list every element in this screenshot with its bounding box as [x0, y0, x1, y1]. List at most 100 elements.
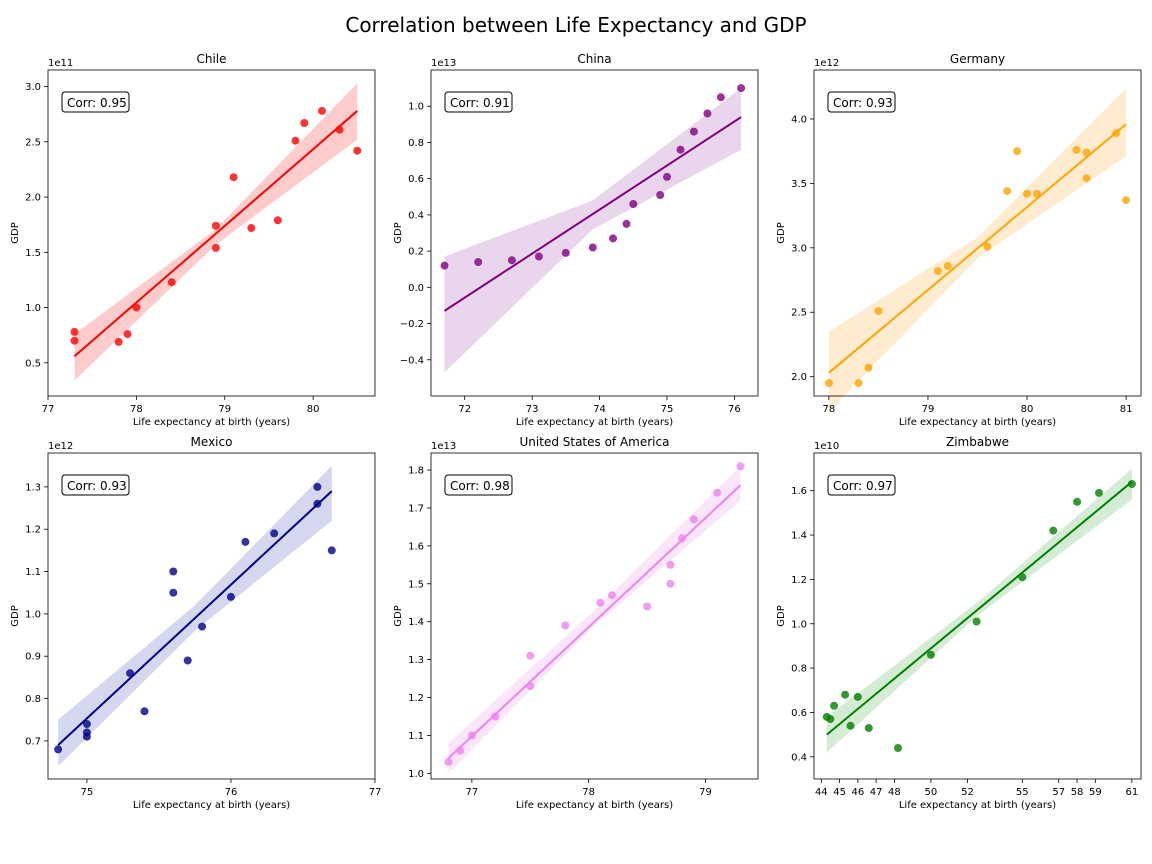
data-point: [241, 537, 250, 546]
y-tick-label: 0.6: [791, 708, 807, 719]
annotation-box: [61, 91, 130, 113]
x-axis-label: Life expectancy at birth (years): [899, 417, 1056, 428]
x-axis-label: Life expectancy at birth (years): [516, 417, 673, 428]
x-tick-label: 78: [582, 787, 595, 798]
subplot-title: Zimbabwe: [946, 435, 1009, 449]
y-tick-label: 1.5: [25, 248, 41, 259]
y-tick-label: 2.0: [791, 372, 807, 383]
x-axis-label: Life expectancy at birth (years): [516, 800, 673, 811]
data-point: [82, 720, 91, 728]
y-offset-label: 1e13: [431, 441, 456, 452]
axes-frame: [47, 452, 376, 780]
subplot-title: China: [577, 52, 611, 66]
y-tick-label: 1.3: [408, 655, 424, 666]
x-tick-label: 79: [922, 404, 935, 415]
data-point: [1073, 497, 1082, 506]
y-tick-label: 1.3: [25, 482, 41, 493]
x-tick-label: 76: [728, 404, 741, 415]
y-tick-label: 1.7: [408, 503, 424, 514]
annotation-box: [444, 474, 513, 496]
data-point: [846, 721, 855, 730]
x-tick-label: 46: [851, 787, 864, 798]
regression-line: [447, 484, 742, 759]
x-tick-label: 45: [833, 787, 846, 798]
data-point: [1013, 147, 1022, 156]
data-point: [826, 715, 835, 724]
subplot-mexico: 75 76 77 0.7 0.8 0.9 1.0 1.1 1.2 1.3 1e12 Mexico Lif…: [10, 435, 381, 811]
y-tick-label: 2.0: [25, 193, 41, 204]
data-point: [689, 515, 698, 524]
y-tick-label: 3.5: [791, 179, 807, 190]
data-point: [70, 336, 79, 345]
y-tick-label: −0.2: [400, 319, 424, 330]
data-point: [588, 243, 597, 252]
y-tick-label: 1.4: [408, 617, 424, 628]
regression-line: [57, 490, 333, 746]
data-point: [608, 591, 616, 600]
correlation-annotation: Corr: 0.98: [444, 474, 513, 496]
x-tick-label: 75: [661, 404, 674, 415]
data-point: [54, 745, 63, 754]
y-tick-label: 1.0: [791, 619, 807, 630]
data-point: [864, 363, 873, 372]
data-point: [444, 757, 453, 766]
data-point: [534, 252, 543, 261]
x-tick-label: 59: [1089, 787, 1102, 798]
data-point: [666, 560, 675, 569]
x-tick-label: 50: [925, 787, 938, 798]
x-tick-label: 78: [822, 404, 835, 415]
x-axis-label: Life expectancy at birth (years): [133, 417, 290, 428]
y-tick-label: 0.8: [791, 664, 807, 675]
y-tick-label: 1.1: [408, 731, 424, 742]
data-point: [353, 146, 362, 155]
data-point: [167, 278, 176, 287]
y-tick-label: 0.6: [408, 174, 424, 185]
y-tick-label: 0.0: [408, 283, 424, 294]
x-tick-label: 77: [42, 404, 55, 415]
y-offset-label: 1e11: [48, 58, 73, 69]
y-tick-label: 2.5: [25, 137, 41, 148]
data-point: [1049, 526, 1058, 535]
x-tick-label: 48: [888, 787, 901, 798]
figure-title: Correlation between Life Expectancy and …: [345, 13, 807, 37]
x-tick-label: 76: [225, 787, 238, 798]
regression-line: [828, 123, 1127, 374]
data-point: [169, 588, 178, 597]
x-tick-label: 78: [130, 404, 143, 415]
x-tick-label: 75: [81, 787, 94, 798]
data-point: [270, 529, 279, 538]
y-tick-label: 1.8: [408, 466, 424, 477]
data-point: [737, 84, 746, 93]
data-point: [972, 617, 981, 626]
y-tick-label: 1.2: [25, 525, 41, 536]
x-tick-label: 57: [1052, 787, 1065, 798]
data-point: [736, 462, 745, 471]
data-point: [291, 136, 300, 145]
annotation-text: Corr: 0.97: [833, 479, 893, 493]
x-tick-label: 47: [870, 787, 883, 798]
subplot-title: Mexico: [191, 435, 233, 449]
annotation-box: [61, 474, 130, 496]
data-point: [716, 93, 725, 102]
data-point: [1072, 145, 1081, 154]
data-point: [933, 267, 942, 275]
x-tick-label: 58: [1071, 787, 1084, 798]
data-point: [926, 650, 935, 659]
data-point: [663, 172, 671, 181]
data-point: [327, 546, 336, 555]
data-point: [273, 216, 282, 225]
subplot-zimbabwe: 44 45 46 47 48 50 52 55 57 58 59 61 0.4 0.6 0.8 1.0 1.2 1…: [776, 435, 1142, 811]
data-point: [656, 191, 665, 199]
regression-line: [443, 116, 742, 312]
y-axis-label: GDP: [776, 222, 787, 243]
x-tick-label: 77: [369, 787, 382, 798]
regression-line: [826, 481, 1133, 736]
confidence-band: [444, 88, 742, 373]
correlation-annotation: Corr: 0.95: [61, 91, 130, 113]
data-point: [229, 173, 238, 182]
y-tick-label: 1.0: [408, 102, 424, 113]
y-axis-label: GDP: [10, 222, 21, 243]
data-point: [894, 744, 902, 752]
data-point: [1033, 189, 1041, 198]
annotation-text: Corr: 0.98: [450, 479, 510, 493]
